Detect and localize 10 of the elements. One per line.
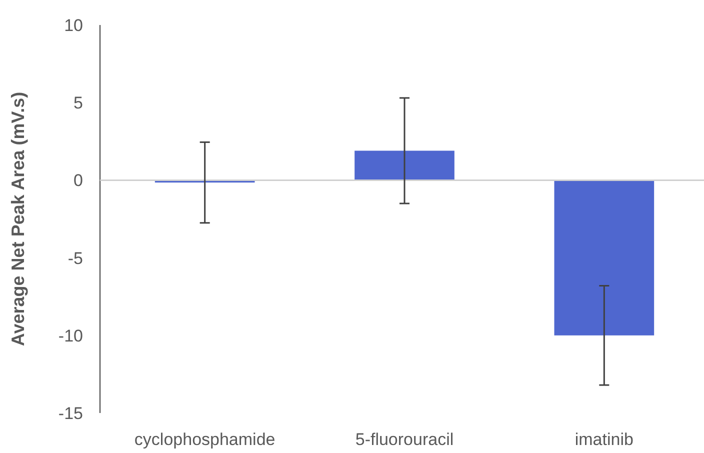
y-tick-label: 5: [74, 94, 83, 113]
y-axis-title: Average Net Peak Area (mV.s): [8, 92, 28, 346]
y-tick-label: -5: [68, 248, 83, 268]
y-tick-label: -15: [58, 404, 83, 423]
y-tick-label: 0: [74, 171, 83, 190]
y-tick-label: -10: [58, 326, 83, 346]
x-tick-label: 5-fluorouracil: [355, 430, 454, 449]
y-tick-label: 10: [64, 16, 83, 35]
x-tick-label: cyclophosphamide: [134, 430, 276, 449]
x-tick-label: imatinib: [574, 430, 634, 449]
